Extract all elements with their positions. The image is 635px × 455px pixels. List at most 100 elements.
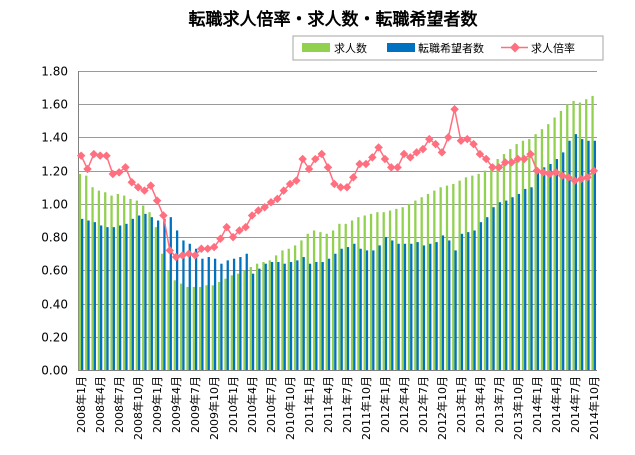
bar-job-seekers xyxy=(422,245,426,370)
y-tick-label: 1.60 xyxy=(41,98,68,112)
bar-job-seekers xyxy=(125,223,128,370)
bar-job-seekers xyxy=(581,139,584,370)
bar-job-seekers xyxy=(283,263,286,370)
bar-job-openings xyxy=(357,217,360,370)
bar-job-seekers xyxy=(327,258,331,370)
ratio-point xyxy=(298,154,307,164)
bar-job-seekers xyxy=(112,227,115,370)
bar-job-openings xyxy=(414,200,417,370)
bar-job-openings xyxy=(496,159,499,370)
x-tick-label: 2010年7月 xyxy=(264,376,278,433)
bar-job-openings xyxy=(312,230,316,370)
bar-job-seekers xyxy=(353,243,356,370)
bar-job-seekers xyxy=(460,233,464,370)
bar-job-openings xyxy=(578,102,582,371)
ratio-point xyxy=(425,134,434,144)
bar-job-openings xyxy=(97,190,101,370)
ratio-point xyxy=(190,251,200,260)
ratio-point xyxy=(330,179,339,189)
x-tick-label: 2008年10月 xyxy=(131,376,145,440)
bar-job-seekers xyxy=(593,140,596,370)
bar-job-seekers xyxy=(505,200,508,370)
bar-job-openings xyxy=(395,208,398,370)
bar-job-seekers xyxy=(81,218,84,370)
ratio-point xyxy=(260,202,269,212)
ratio-point xyxy=(551,168,561,177)
ratio-point xyxy=(235,226,244,235)
bar-job-openings xyxy=(293,245,297,370)
bar-job-openings xyxy=(306,233,309,370)
x-tick-label: 2011年1月 xyxy=(302,376,316,433)
bar-job-seekers xyxy=(384,237,388,370)
bar-job-seekers xyxy=(194,248,198,370)
bar-job-seekers xyxy=(549,164,552,370)
bar-job-openings xyxy=(477,173,480,370)
ratio-point xyxy=(285,179,295,189)
ratio-point xyxy=(387,163,396,172)
y-tick-label: 1.40 xyxy=(41,131,68,145)
x-tick-label: 2013年10月 xyxy=(511,376,525,440)
x-tick-label: 2009年10月 xyxy=(207,376,221,440)
bar-job-openings xyxy=(420,197,423,370)
bar-job-seekers xyxy=(391,240,394,370)
y-tick-label: 0.20 xyxy=(41,331,68,345)
bar-job-openings xyxy=(300,240,303,370)
bar-job-seekers xyxy=(226,260,229,370)
bar-job-seekers xyxy=(429,243,432,370)
bar-job-seekers xyxy=(213,258,217,370)
ratio-point xyxy=(184,249,194,258)
bar-job-openings xyxy=(363,215,366,370)
bar-job-openings xyxy=(433,190,436,370)
bar-job-seekers xyxy=(359,248,362,370)
bar-job-seekers xyxy=(296,260,299,370)
bar-job-seekers xyxy=(201,258,204,370)
ratio-point xyxy=(178,251,187,260)
bar-job-seekers xyxy=(302,257,305,370)
x-tick-label: 2009年7月 xyxy=(188,376,202,433)
bar-job-openings xyxy=(338,223,341,370)
bar-job-openings xyxy=(344,223,347,370)
bar-job-openings xyxy=(471,175,474,370)
bar-job-seekers xyxy=(258,268,261,370)
bar-job-seekers xyxy=(169,217,172,370)
ratio-point xyxy=(83,164,92,174)
bar-job-seekers xyxy=(511,197,514,370)
bar-job-openings xyxy=(566,104,569,370)
ratio-point xyxy=(463,134,472,144)
y-tick-label: 1.80 xyxy=(41,65,68,79)
x-tick-label: 2012年7月 xyxy=(416,376,430,433)
bar-job-openings xyxy=(104,192,107,370)
x-tick-label: 2010年1月 xyxy=(226,376,240,433)
bar-job-openings xyxy=(218,281,221,370)
bar-job-openings xyxy=(445,185,449,370)
legend-label-job-seekers: 転職希望者数 xyxy=(418,41,484,55)
bar-job-seekers xyxy=(182,240,185,370)
x-tick-label: 2011年7月 xyxy=(340,376,354,433)
ratio-point xyxy=(576,174,586,184)
bar-job-seekers xyxy=(524,188,527,370)
bar-job-openings xyxy=(243,270,246,370)
ratio-point xyxy=(222,222,231,232)
x-tick-label: 2008年7月 xyxy=(112,376,126,433)
x-tick-label: 2013年1月 xyxy=(454,376,468,433)
ratio-point xyxy=(393,163,402,172)
bar-job-seekers xyxy=(100,225,103,370)
bar-job-openings xyxy=(407,203,411,370)
ratio-point xyxy=(532,166,542,175)
bar-job-seekers xyxy=(156,220,160,370)
x-tick-label: 2009年4月 xyxy=(169,376,183,433)
bar-job-openings xyxy=(382,212,385,370)
bar-job-seekers xyxy=(536,172,540,370)
bar-job-seekers xyxy=(473,230,476,370)
bar-job-seekers xyxy=(138,215,141,370)
ratio-point xyxy=(368,153,377,162)
x-axis: 2008年1月 2008年4月 2008年7月 2008年10月 2009年1月 2009… xyxy=(74,370,601,440)
ratio-point xyxy=(216,234,225,244)
bar-job-seekers xyxy=(530,187,533,370)
bar-job-openings xyxy=(123,195,126,370)
bar-job-seekers xyxy=(372,250,375,370)
ratio-point xyxy=(102,151,111,160)
bar-job-seekers xyxy=(188,243,191,370)
bar-job-seekers xyxy=(315,262,318,370)
bar-job-seekers xyxy=(467,232,470,370)
